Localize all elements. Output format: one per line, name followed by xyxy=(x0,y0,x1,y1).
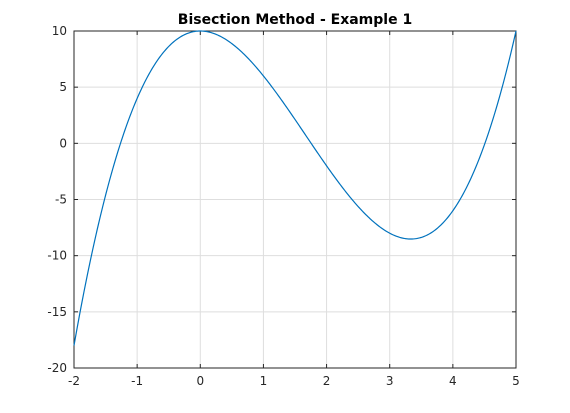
y-tick-label: -5 xyxy=(55,193,67,207)
series-line-0 xyxy=(73,30,517,346)
x-tick-label: -2 xyxy=(68,374,80,388)
x-tick-label: -1 xyxy=(131,374,143,388)
x-tick-label: 3 xyxy=(386,374,394,388)
x-tick-label: 5 xyxy=(512,374,520,388)
y-tick-label: -10 xyxy=(47,249,67,263)
x-tick-label: 1 xyxy=(260,374,268,388)
y-tick-label: -20 xyxy=(47,361,67,375)
series-group xyxy=(73,30,517,346)
x-tick-label: 2 xyxy=(323,374,331,388)
y-tick-label: -15 xyxy=(47,305,67,319)
y-tick-label: 5 xyxy=(59,80,67,94)
x-tick-label: 4 xyxy=(449,374,457,388)
grid xyxy=(73,30,517,369)
chart-title: Bisection Method - Example 1 xyxy=(178,12,412,28)
x-tick-label: 0 xyxy=(196,374,204,388)
y-tick-label: 10 xyxy=(52,24,67,38)
y-tick-label: 0 xyxy=(59,136,67,150)
